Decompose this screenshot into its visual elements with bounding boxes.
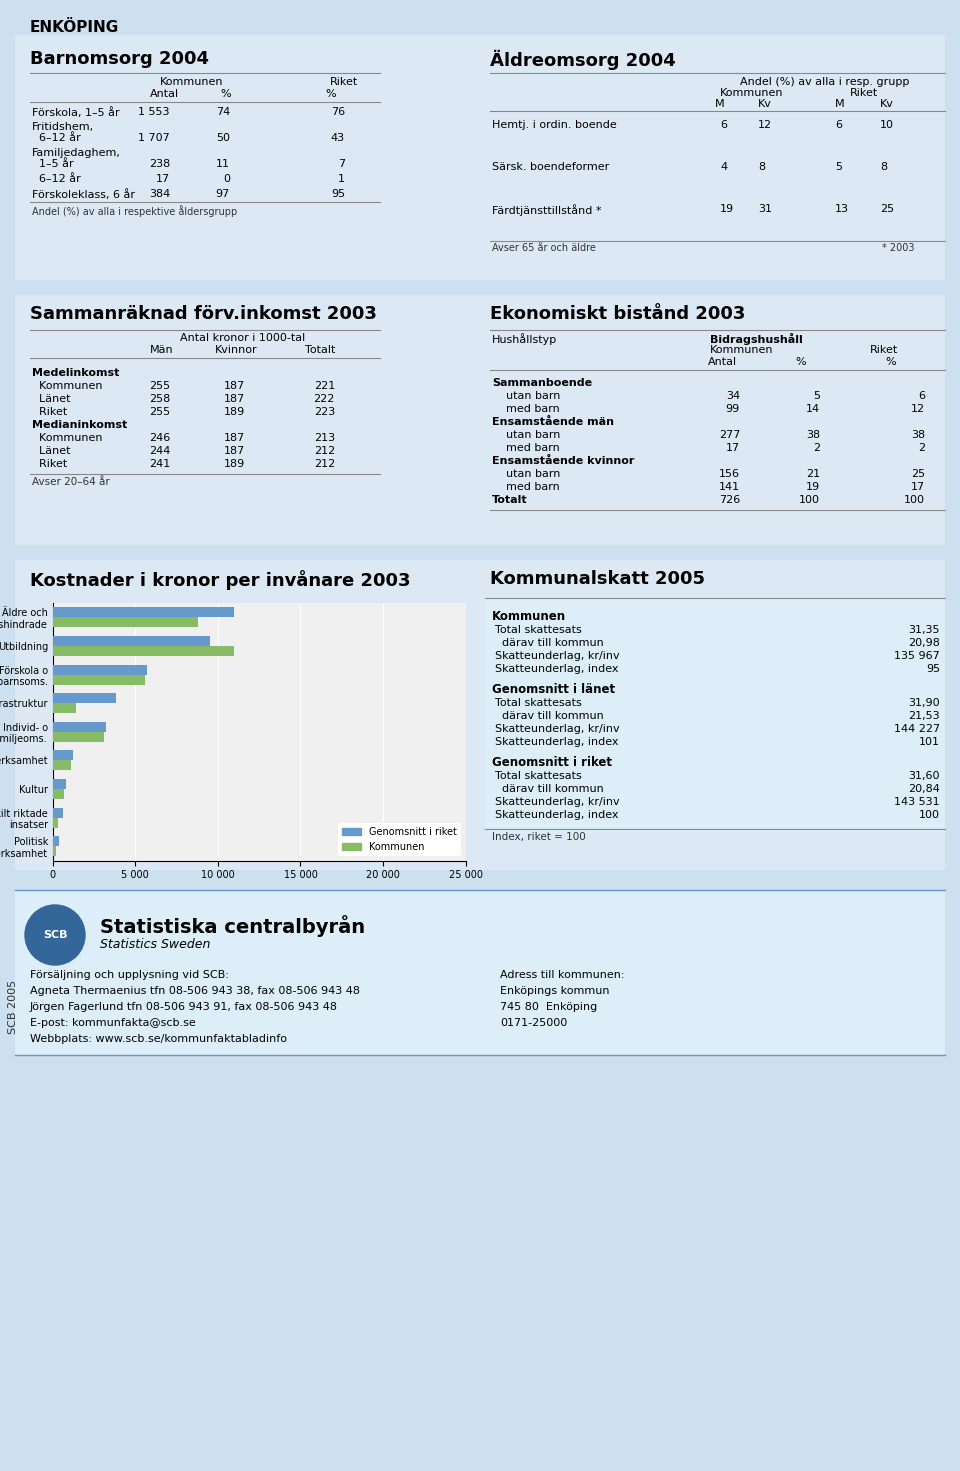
Bar [53,675,145,684]
Text: Kommunen: Kommunen [32,432,103,443]
Text: 11: 11 [216,159,230,169]
Bar [53,733,104,741]
Text: 0171-25000: 0171-25000 [500,1018,567,1028]
Text: 143 531: 143 531 [895,797,940,808]
Text: utan barn: utan barn [492,430,561,440]
Text: Statistics Sweden: Statistics Sweden [100,938,210,950]
Text: 19: 19 [720,204,734,213]
Text: Skatteunderlag, kr/inv: Skatteunderlag, kr/inv [495,797,619,808]
Text: 212: 212 [314,459,335,469]
Text: Enköpings kommun: Enköpings kommun [500,986,610,996]
Text: 5: 5 [835,162,842,172]
Bar [53,608,234,618]
Text: 31,90: 31,90 [908,699,940,708]
Bar [53,846,56,856]
Text: 189: 189 [224,459,245,469]
Text: Bidragshushåll: Bidragshushåll [710,332,803,346]
Text: E-post: kommunfakta@scb.se: E-post: kommunfakta@scb.se [30,1018,196,1028]
Text: SCB: SCB [43,930,67,940]
Text: Riket: Riket [330,76,358,87]
Text: Medelinkomst: Medelinkomst [32,368,119,378]
Text: 187: 187 [224,394,245,405]
Text: 25: 25 [880,204,894,213]
Bar [53,836,59,846]
Text: 97: 97 [216,188,230,199]
Text: 17: 17 [726,443,740,453]
Text: Avser 20–64 år: Avser 20–64 år [32,477,109,487]
Text: Agneta Thermaenius tfn 08-506 943 38, fax 08-506 943 48: Agneta Thermaenius tfn 08-506 943 38, fa… [30,986,360,996]
Text: 1: 1 [338,174,345,184]
Bar [53,693,115,703]
Text: Fritidshem,: Fritidshem, [32,122,94,132]
Text: Kostnader i kronor per invånare 2003: Kostnader i kronor per invånare 2003 [30,569,411,590]
Text: 384: 384 [149,188,170,199]
Text: Webbplats: www.scb.se/kommunfaktabladinfo: Webbplats: www.scb.se/kommunfaktabladinf… [30,1034,287,1044]
Text: 34: 34 [726,391,740,402]
Text: 25: 25 [911,469,925,480]
Text: Skatteunderlag, kr/inv: Skatteunderlag, kr/inv [495,652,619,660]
FancyBboxPatch shape [15,890,945,1055]
Text: 135 967: 135 967 [895,652,940,660]
Text: 726: 726 [719,496,740,505]
Text: Kommunen: Kommunen [720,88,783,99]
Text: SCB 2005: SCB 2005 [8,980,18,1034]
Text: 74: 74 [216,107,230,118]
Text: Antal: Antal [708,357,737,366]
Text: med barn: med barn [492,482,560,491]
Text: Avser 65 år och äldre: Avser 65 år och äldre [492,243,596,253]
Text: 213: 213 [314,432,335,443]
Text: M: M [715,99,725,109]
Text: Sammanboende: Sammanboende [492,378,592,388]
Text: 141: 141 [719,482,740,491]
Text: Totalt: Totalt [305,346,335,355]
FancyBboxPatch shape [15,296,945,544]
Text: Kommunen: Kommunen [160,76,224,87]
Text: 50: 50 [216,132,230,143]
Text: 43: 43 [331,132,345,143]
Bar [53,646,234,656]
Text: Ensamstående män: Ensamstående män [492,416,614,427]
Text: 20,84: 20,84 [908,784,940,794]
Text: 212: 212 [314,446,335,456]
Text: %: % [220,90,230,99]
Text: 6: 6 [835,121,842,129]
Text: 100: 100 [799,496,820,505]
Text: 76: 76 [331,107,345,118]
Text: Ensamstående kvinnor: Ensamstående kvinnor [492,456,635,466]
Text: 187: 187 [224,432,245,443]
FancyBboxPatch shape [0,880,960,1471]
Text: 10: 10 [880,121,894,129]
Text: 2: 2 [813,443,820,453]
Text: Förskola, 1–5 år: Förskola, 1–5 år [32,107,120,118]
Text: 144 227: 144 227 [894,724,940,734]
Text: 1 553: 1 553 [138,107,170,118]
Text: 8: 8 [758,162,765,172]
Text: 255: 255 [149,381,170,391]
Text: Äldreomsorg 2004: Äldreomsorg 2004 [490,50,676,71]
Text: 277: 277 [719,430,740,440]
Text: med barn: med barn [492,405,560,413]
Text: 187: 187 [224,381,245,391]
Text: 223: 223 [314,407,335,416]
FancyBboxPatch shape [15,35,945,279]
Text: 101: 101 [919,737,940,747]
Bar [53,665,147,675]
Text: Män: Män [150,346,174,355]
Text: 12: 12 [911,405,925,413]
Text: 100: 100 [904,496,925,505]
Circle shape [25,905,85,965]
Text: Särsk. boendeformer: Särsk. boendeformer [492,162,610,172]
Legend: Genomsnitt i riket, Kommunen: Genomsnitt i riket, Kommunen [338,824,461,856]
FancyBboxPatch shape [15,560,945,869]
Bar [53,818,58,828]
Text: Familjedaghem,: Familjedaghem, [32,149,121,157]
Text: 745 80  Enköping: 745 80 Enköping [500,1002,597,1012]
Text: ENKÖPING: ENKÖPING [30,21,119,35]
Text: Genomsnitt i riket: Genomsnitt i riket [492,756,612,769]
Text: Totalt: Totalt [492,496,528,505]
Text: Skatteunderlag, index: Skatteunderlag, index [495,737,618,747]
Text: Hushållstyp: Hushållstyp [492,332,557,344]
Text: Ekonomiskt bistånd 2003: Ekonomiskt bistånd 2003 [490,304,745,324]
Text: Riket: Riket [32,459,67,469]
